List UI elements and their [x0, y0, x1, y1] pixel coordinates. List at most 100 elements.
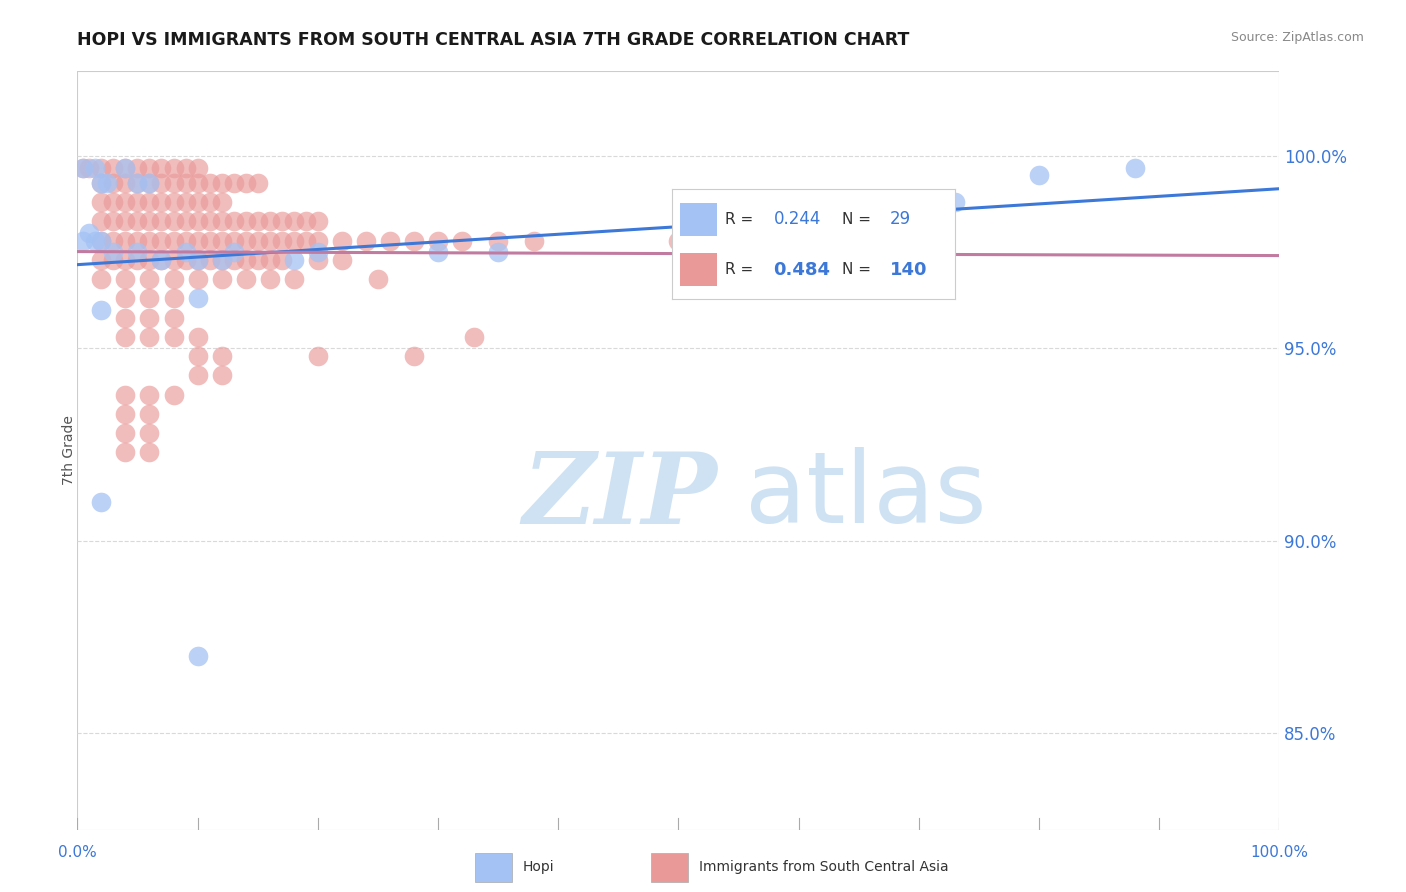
Point: [259, 214, 281, 228]
Point: [787, 234, 810, 248]
Point: [211, 368, 233, 383]
Point: [943, 195, 966, 210]
Point: [402, 349, 425, 363]
Point: [114, 310, 136, 325]
Point: [90, 176, 112, 190]
Point: [198, 195, 221, 210]
Point: [186, 214, 209, 228]
Point: [259, 234, 281, 248]
Point: [114, 214, 136, 228]
Point: [1028, 168, 1050, 182]
Text: atlas: atlas: [745, 448, 986, 544]
Point: [90, 161, 112, 175]
Point: [150, 234, 173, 248]
Point: [72, 234, 94, 248]
Point: [246, 234, 269, 248]
Point: [114, 234, 136, 248]
Point: [90, 272, 112, 286]
Point: [114, 161, 136, 175]
Point: [127, 176, 149, 190]
Point: [427, 234, 450, 248]
Point: [150, 176, 173, 190]
Point: [79, 226, 101, 240]
Point: [451, 234, 474, 248]
Text: Source: ZipAtlas.com: Source: ZipAtlas.com: [1230, 31, 1364, 45]
Point: [186, 330, 209, 344]
Point: [103, 245, 125, 260]
Point: [211, 272, 233, 286]
Point: [307, 245, 329, 260]
Point: [90, 303, 112, 318]
Point: [103, 176, 125, 190]
Point: [463, 330, 485, 344]
Point: [127, 176, 149, 190]
Point: [150, 252, 173, 267]
Point: [283, 272, 305, 286]
Point: [174, 234, 197, 248]
Point: [186, 234, 209, 248]
Point: [114, 195, 136, 210]
Point: [162, 234, 184, 248]
Text: N =: N =: [842, 211, 876, 227]
Point: [138, 387, 160, 401]
Point: [246, 252, 269, 267]
Text: HOPI VS IMMIGRANTS FROM SOUTH CENTRAL ASIA 7TH GRADE CORRELATION CHART: HOPI VS IMMIGRANTS FROM SOUTH CENTRAL AS…: [77, 31, 910, 49]
Point: [186, 272, 209, 286]
Point: [162, 310, 184, 325]
Point: [127, 234, 149, 248]
Point: [90, 195, 112, 210]
Point: [222, 252, 245, 267]
Point: [174, 252, 197, 267]
FancyBboxPatch shape: [651, 854, 689, 881]
Text: 100.0%: 100.0%: [1250, 845, 1309, 860]
Point: [127, 161, 149, 175]
Text: ZIP: ZIP: [522, 448, 717, 544]
Y-axis label: 7th Grade: 7th Grade: [62, 416, 76, 485]
Point: [186, 368, 209, 383]
Point: [150, 214, 173, 228]
Point: [90, 234, 112, 248]
Point: [378, 234, 401, 248]
Point: [103, 252, 125, 267]
Point: [211, 349, 233, 363]
Point: [246, 214, 269, 228]
Point: [162, 330, 184, 344]
Point: [90, 176, 112, 190]
Point: [138, 176, 160, 190]
Point: [668, 234, 690, 248]
Point: [138, 195, 160, 210]
Point: [235, 234, 257, 248]
Point: [114, 272, 136, 286]
Text: 0.244: 0.244: [773, 211, 821, 228]
Point: [186, 649, 209, 664]
Point: [138, 252, 160, 267]
Point: [162, 252, 184, 267]
Point: [174, 176, 197, 190]
Point: [235, 272, 257, 286]
Point: [427, 245, 450, 260]
Point: [235, 252, 257, 267]
Point: [96, 176, 118, 190]
Text: 0.484: 0.484: [773, 260, 831, 278]
Point: [294, 214, 316, 228]
Point: [174, 214, 197, 228]
Point: [138, 234, 160, 248]
Point: [186, 252, 209, 267]
Point: [235, 176, 257, 190]
Point: [138, 214, 160, 228]
Point: [162, 161, 184, 175]
Point: [114, 292, 136, 306]
Point: [79, 161, 101, 175]
Point: [174, 161, 197, 175]
Point: [114, 387, 136, 401]
Point: [138, 407, 160, 421]
Point: [90, 234, 112, 248]
Point: [114, 426, 136, 441]
Point: [198, 214, 221, 228]
Point: [211, 214, 233, 228]
Point: [162, 387, 184, 401]
Point: [90, 214, 112, 228]
FancyBboxPatch shape: [681, 202, 717, 235]
Point: [811, 234, 834, 248]
Point: [138, 310, 160, 325]
